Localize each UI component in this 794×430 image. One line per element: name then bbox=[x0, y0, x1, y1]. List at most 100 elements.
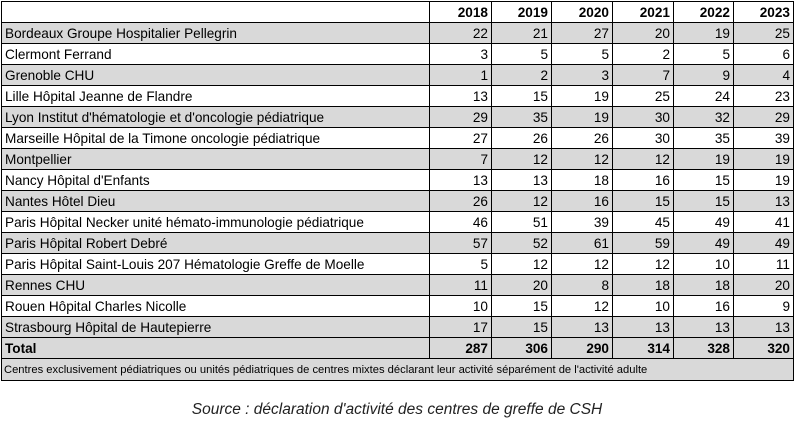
value-cell: 13 bbox=[612, 316, 674, 338]
center-name-cell: Lyon Institut d'hématologie et d'oncolog… bbox=[1, 106, 430, 128]
table-row: Montpellier 7 12 12 12 19 19 bbox=[1, 148, 794, 170]
value-cell: 5 bbox=[429, 253, 492, 275]
header-row: 2018 2019 2020 2021 2022 2023 bbox=[1, 1, 794, 23]
value-cell: 29 bbox=[429, 106, 492, 128]
value-cell: 2 bbox=[491, 64, 552, 86]
value-cell: 49 bbox=[673, 232, 734, 254]
value-cell: 8 bbox=[551, 274, 613, 296]
center-name-cell: Nancy Hôpital d'Enfants bbox=[1, 169, 430, 191]
value-cell: 30 bbox=[612, 106, 674, 128]
value-cell: 27 bbox=[551, 22, 613, 44]
value-cell: 45 bbox=[612, 211, 674, 233]
value-cell: 15 bbox=[612, 190, 674, 212]
value-cell: 22 bbox=[429, 22, 492, 44]
value-cell: 26 bbox=[491, 127, 552, 149]
value-cell: 13 bbox=[491, 169, 552, 191]
value-cell: 18 bbox=[551, 169, 613, 191]
value-cell: 49 bbox=[673, 211, 734, 233]
value-cell: 17 bbox=[429, 316, 492, 338]
table-row: Bordeaux Groupe Hospitalier Pellegrin 22 2… bbox=[1, 22, 794, 44]
value-cell: 7 bbox=[429, 148, 492, 170]
value-cell: 18 bbox=[673, 274, 734, 296]
value-cell: 2 bbox=[612, 43, 674, 65]
table-row: Paris Hôpital Necker unité hémato-immuno… bbox=[1, 211, 794, 233]
center-name-cell: Montpellier bbox=[1, 148, 430, 170]
value-cell: 20 bbox=[491, 274, 552, 296]
value-cell: 10 bbox=[429, 295, 492, 317]
center-name-cell: Bordeaux Groupe Hospitalier Pellegrin bbox=[1, 22, 430, 44]
value-cell: 12 bbox=[551, 295, 613, 317]
table-row: Grenoble CHU 1 2 3 7 9 4 bbox=[1, 64, 794, 86]
value-cell: 16 bbox=[551, 190, 613, 212]
year-header: 2022 bbox=[673, 1, 734, 23]
value-cell: 19 bbox=[551, 85, 613, 107]
table-row: Rouen Hôpital Charles Nicolle 10 15 12 10 16 9 bbox=[1, 295, 794, 317]
value-cell: 26 bbox=[551, 127, 613, 149]
table-row: Paris Hôpital Robert Debré 57 52 61 59 49 49 bbox=[1, 232, 794, 254]
value-cell: 24 bbox=[673, 85, 734, 107]
value-cell: 19 bbox=[551, 106, 613, 128]
value-cell: 13 bbox=[429, 85, 492, 107]
value-cell: 11 bbox=[429, 274, 492, 296]
center-name-cell: Clermont Ferrand bbox=[1, 43, 430, 65]
value-cell: 61 bbox=[551, 232, 613, 254]
table-row: Strasbourg Hôpital de Hautepierre 17 15 13 1… bbox=[1, 316, 794, 338]
value-cell: 5 bbox=[551, 43, 613, 65]
value-cell: 20 bbox=[612, 22, 674, 44]
center-name-cell: Nantes Hôtel Dieu bbox=[1, 190, 430, 212]
center-name-cell: Rennes CHU bbox=[1, 274, 430, 296]
value-cell: 12 bbox=[491, 190, 552, 212]
value-cell: 35 bbox=[673, 127, 734, 149]
center-name-cell: Strasbourg Hôpital de Hautepierre bbox=[1, 316, 430, 338]
value-cell: 13 bbox=[429, 169, 492, 191]
value-cell: 7 bbox=[612, 64, 674, 86]
value-cell: 10 bbox=[673, 253, 734, 275]
total-value-cell: 287 bbox=[429, 337, 492, 359]
value-cell: 32 bbox=[673, 106, 734, 128]
activity-table: 2018 2019 2020 2021 2022 2023 Bordeaux Groupe… bbox=[1, 1, 794, 381]
center-name-cell: Lille Hôpital Jeanne de Flandre bbox=[1, 85, 430, 107]
value-cell: 51 bbox=[491, 211, 552, 233]
value-cell: 19 bbox=[673, 148, 734, 170]
value-cell: 41 bbox=[733, 211, 794, 233]
footnote-text: Centres exclusivement pédiatriques ou un… bbox=[1, 358, 794, 381]
value-cell: 12 bbox=[491, 148, 552, 170]
total-row: Total 287 306 290 314 328 320 bbox=[1, 337, 794, 359]
value-cell: 10 bbox=[612, 295, 674, 317]
value-cell: 18 bbox=[612, 274, 674, 296]
value-cell: 16 bbox=[673, 295, 734, 317]
total-value-cell: 306 bbox=[491, 337, 552, 359]
value-cell: 52 bbox=[491, 232, 552, 254]
value-cell: 12 bbox=[612, 253, 674, 275]
corner-cell bbox=[1, 1, 430, 23]
value-cell: 25 bbox=[612, 85, 674, 107]
value-cell: 11 bbox=[733, 253, 794, 275]
value-cell: 5 bbox=[491, 43, 552, 65]
value-cell: 5 bbox=[673, 43, 734, 65]
table-row: Lyon Institut d'hématologie et d'oncolog… bbox=[1, 106, 794, 128]
value-cell: 20 bbox=[733, 274, 794, 296]
value-cell: 39 bbox=[551, 211, 613, 233]
table-row: Clermont Ferrand 3 5 5 2 5 6 bbox=[1, 43, 794, 65]
value-cell: 3 bbox=[551, 64, 613, 86]
center-name-cell: Rouen Hôpital Charles Nicolle bbox=[1, 295, 430, 317]
center-name-cell: Grenoble CHU bbox=[1, 64, 430, 86]
center-name-cell: Paris Hôpital Robert Debré bbox=[1, 232, 430, 254]
value-cell: 19 bbox=[733, 169, 794, 191]
year-header: 2019 bbox=[491, 1, 552, 23]
table-row: Marseille Hôpital de la Timone oncologie… bbox=[1, 127, 794, 149]
value-cell: 29 bbox=[733, 106, 794, 128]
value-cell: 15 bbox=[491, 316, 552, 338]
value-cell: 30 bbox=[612, 127, 674, 149]
table-row: Paris Hôpital Saint-Louis 207 Hématologi… bbox=[1, 253, 794, 275]
total-value-cell: 290 bbox=[551, 337, 613, 359]
value-cell: 9 bbox=[733, 295, 794, 317]
table-row: Nantes Hôtel Dieu 26 12 16 15 15 13 bbox=[1, 190, 794, 212]
value-cell: 15 bbox=[491, 85, 552, 107]
value-cell: 4 bbox=[733, 64, 794, 86]
value-cell: 12 bbox=[551, 253, 613, 275]
value-cell: 13 bbox=[551, 316, 613, 338]
table-row: Lille Hôpital Jeanne de Flandre 13 15 19 25 2… bbox=[1, 85, 794, 107]
center-name-cell: Paris Hôpital Necker unité hémato-immuno… bbox=[1, 211, 430, 233]
value-cell: 25 bbox=[733, 22, 794, 44]
